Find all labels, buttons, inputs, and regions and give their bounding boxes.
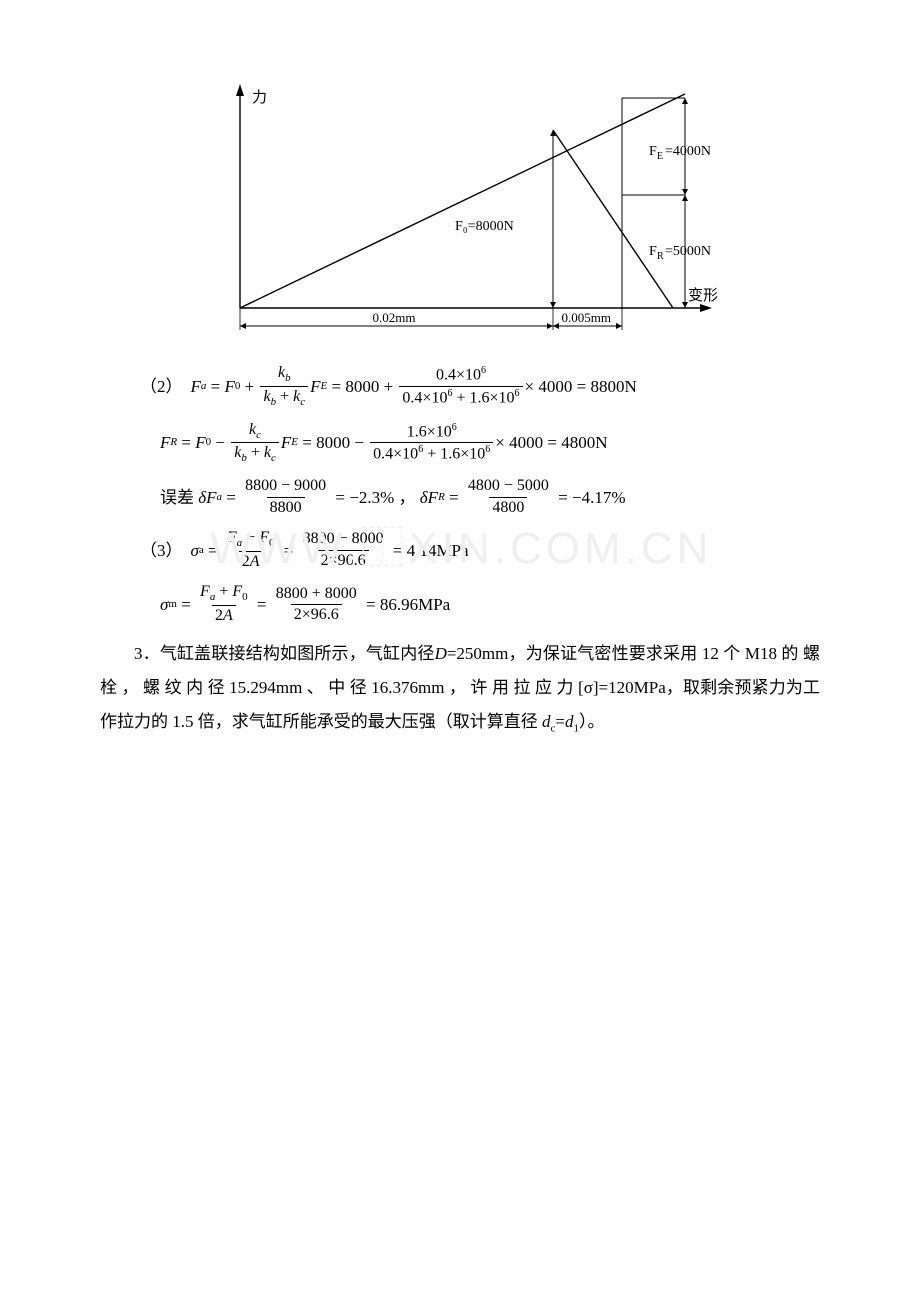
equation-2b: FR = F0 − kc kb + kc FE = 8000 − 1.6×106… bbox=[100, 420, 820, 467]
svg-text:=5000N: =5000N bbox=[665, 244, 711, 259]
equation-2a: （2） Fa = F0 + kb kb + kc FE = 8000 + 0.4… bbox=[100, 363, 820, 410]
equation-3b: σm = Fa + F0 2A = 8800 + 8000 2×96.6 = 8… bbox=[100, 582, 820, 626]
svg-text:F₀=8000N: F₀=8000N bbox=[455, 219, 514, 234]
equation-3a: （3） σa = Fa − F0 2A = 8800 − 8000 2×96.6… bbox=[100, 528, 820, 572]
problem-3-text: 3．气缸盖联接结构如图所示，气缸内径D=250mm，为保证气密性要求采用 12 … bbox=[100, 637, 820, 739]
bolt-joint-diagram: 力变形F₀=8000NFE=4000NFR=5000N0.02mm0.005mm bbox=[195, 80, 725, 345]
diagram-svg: 力变形F₀=8000NFE=4000NFR=5000N0.02mm0.005mm bbox=[195, 80, 725, 340]
svg-text:F: F bbox=[649, 244, 657, 259]
svg-text:0.005mm: 0.005mm bbox=[562, 310, 611, 325]
svg-text:E: E bbox=[657, 151, 663, 162]
eq3-label: （3） bbox=[140, 542, 183, 559]
svg-text:变形: 变形 bbox=[688, 287, 718, 304]
svg-text:=4000N: =4000N bbox=[665, 144, 711, 159]
svg-text:力: 力 bbox=[252, 89, 267, 106]
svg-text:R: R bbox=[657, 251, 664, 262]
svg-text:F: F bbox=[649, 144, 657, 159]
svg-text:0.02mm: 0.02mm bbox=[373, 310, 416, 325]
equation-2c-error: 误差 δFa = 8800 − 9000 8800 = −2.3% ， δFR … bbox=[100, 476, 820, 518]
eq2-label: （2） bbox=[140, 378, 183, 395]
